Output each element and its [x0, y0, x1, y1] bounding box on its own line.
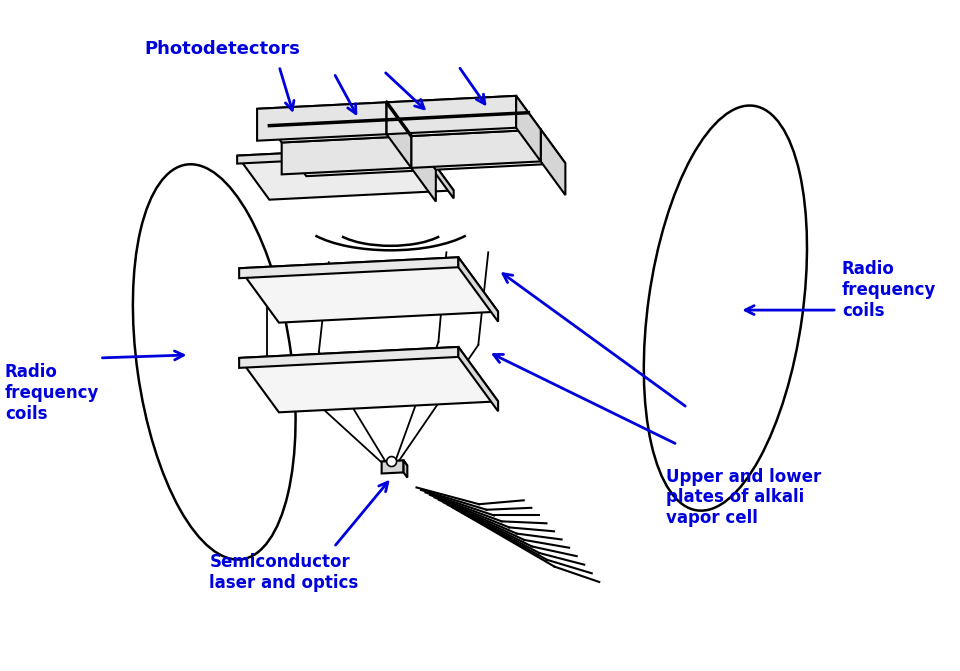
Polygon shape [387, 96, 516, 134]
Text: Semiconductor
laser and optics: Semiconductor laser and optics [209, 553, 358, 592]
Polygon shape [239, 257, 458, 278]
Polygon shape [411, 130, 540, 168]
Polygon shape [411, 130, 565, 170]
Polygon shape [257, 103, 411, 142]
Polygon shape [281, 136, 411, 174]
Polygon shape [421, 146, 454, 199]
Polygon shape [516, 96, 540, 162]
Polygon shape [458, 257, 498, 321]
Polygon shape [411, 136, 436, 201]
Polygon shape [382, 460, 407, 467]
Text: Radio
frequency
coils: Radio frequency coils [842, 260, 936, 320]
Polygon shape [239, 347, 498, 412]
Polygon shape [237, 146, 421, 164]
Polygon shape [237, 146, 454, 200]
Polygon shape [387, 96, 540, 136]
Polygon shape [382, 460, 403, 474]
Text: Upper and lower
plates of alkali
vapor cell: Upper and lower plates of alkali vapor c… [665, 468, 821, 527]
Polygon shape [239, 347, 458, 368]
Text: Photodetectors: Photodetectors [145, 40, 300, 58]
Polygon shape [403, 460, 407, 478]
Text: Radio
frequency
coils: Radio frequency coils [5, 363, 99, 423]
Polygon shape [458, 347, 498, 411]
Polygon shape [281, 136, 436, 176]
Polygon shape [257, 103, 387, 141]
Polygon shape [239, 257, 498, 323]
Circle shape [387, 456, 396, 466]
Polygon shape [387, 103, 411, 168]
Polygon shape [540, 130, 565, 195]
